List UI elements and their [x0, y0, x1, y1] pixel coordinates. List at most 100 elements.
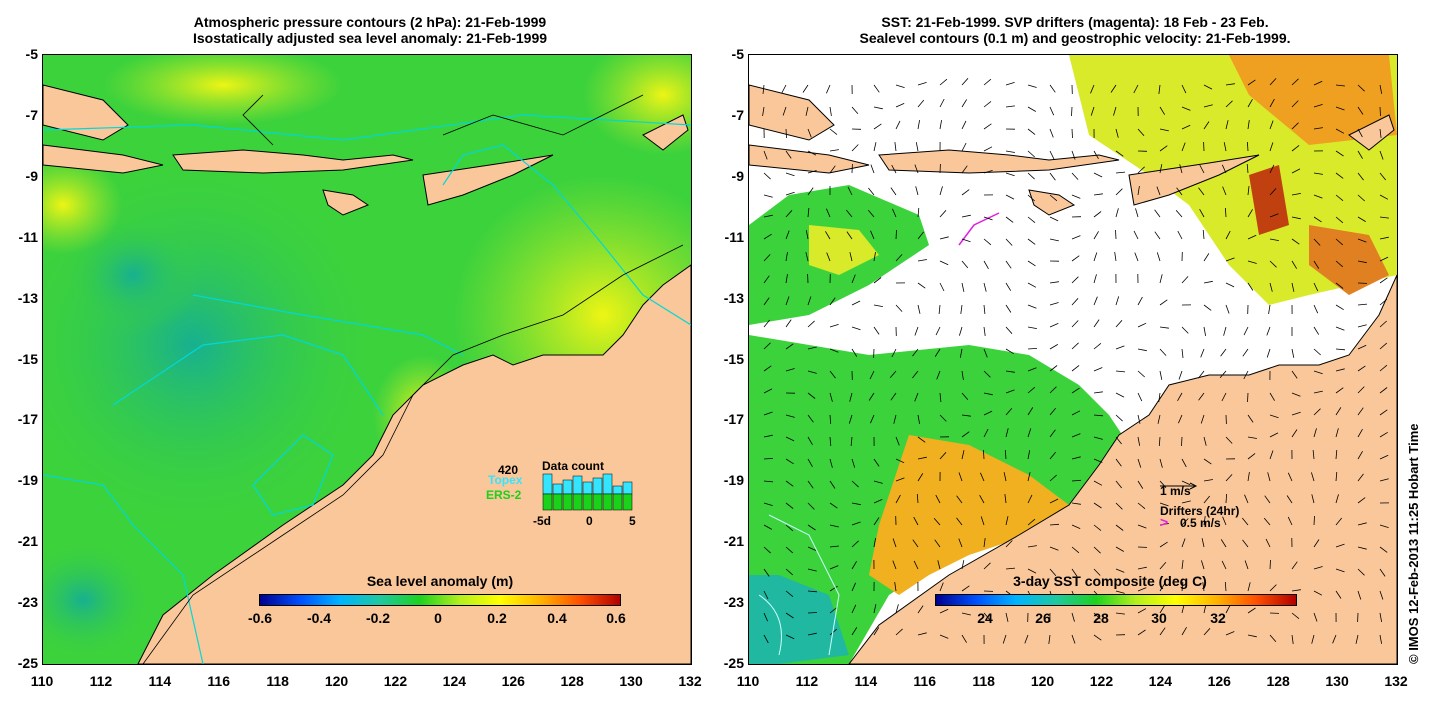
- velocity-arrow: [849, 392, 853, 402]
- velocity-arrow: [983, 410, 993, 416]
- velocity-arrow: [1024, 634, 1029, 644]
- velocity-arrow: [939, 414, 947, 422]
- velocity-arrow: [983, 282, 987, 292]
- velocity-arrow: [851, 480, 859, 488]
- velocity-arrow: [785, 524, 794, 532]
- velocity-arrow: [785, 414, 795, 418]
- velocity-arrow: [917, 632, 927, 636]
- velocity-arrow: [763, 568, 770, 577]
- velocity-arrow: [1335, 194, 1344, 202]
- velocity-arrow: [1005, 370, 1015, 373]
- velocity-arrow: [1203, 479, 1213, 482]
- velocity-arrow: [1357, 260, 1367, 264]
- velocity-scale-label: 1 m/s: [1160, 484, 1191, 498]
- left-cbar-tick-3: 0: [434, 610, 442, 626]
- velocity-arrow: [1313, 104, 1323, 108]
- velocity-arrow: [1203, 436, 1207, 446]
- velocity-arrow: [829, 480, 836, 489]
- velocity-arrow: [1247, 634, 1257, 638]
- velocity-arrow: [807, 296, 812, 306]
- velocity-arrow: [1242, 539, 1249, 548]
- velocity-arrow: [785, 343, 794, 350]
- velocity-arrow: [1049, 451, 1057, 460]
- right-cbar-tick-0: 24: [977, 610, 993, 626]
- velocity-arrow: [1335, 471, 1338, 482]
- velocity-arrow: [1379, 387, 1388, 394]
- x-tick-label: 112: [795, 673, 819, 689]
- velocity-arrow: [1049, 150, 1055, 160]
- velocity-arrow: [1291, 145, 1300, 152]
- velocity-arrow: [1225, 436, 1233, 444]
- velocity-arrow: [961, 142, 967, 152]
- velocity-arrow: [1027, 128, 1036, 135]
- velocity-arrow: [961, 99, 968, 108]
- velocity-arrow: [983, 348, 988, 358]
- velocity-arrow: [983, 170, 993, 174]
- data-count-tick-mid: 0: [586, 514, 593, 528]
- velocity-arrow: [1049, 216, 1059, 222]
- velocity-arrow: [1005, 516, 1009, 526]
- velocity-arrow: [1379, 256, 1389, 262]
- velocity-arrow: [1181, 581, 1184, 592]
- velocity-arrow: [1071, 410, 1081, 416]
- velocity-arrow: [895, 254, 903, 262]
- velocity-arrow: [807, 546, 817, 551]
- velocity-arrow: [1225, 304, 1230, 314]
- velocity-arrow: [1159, 605, 1166, 614]
- velocity-arrow: [895, 494, 901, 504]
- velocity-arrow: [1291, 612, 1300, 620]
- velocity-arrow: [1071, 456, 1081, 460]
- velocity-arrow: [892, 560, 897, 570]
- velocity-arrow: [1357, 216, 1366, 222]
- velocity-arrow: [1225, 631, 1235, 636]
- velocity-arrow: [1137, 296, 1143, 306]
- velocity-arrow: [1137, 524, 1147, 529]
- velocity-arrow: [960, 304, 963, 314]
- velocity-arrow: [1071, 634, 1076, 644]
- velocity-arrow: [980, 516, 985, 526]
- velocity-arrow: [1181, 458, 1187, 468]
- velocity-arrow: [961, 238, 971, 243]
- velocity-arrow: [983, 562, 991, 570]
- velocity-arrow: [1335, 494, 1339, 504]
- velocity-arrow: [1178, 370, 1183, 380]
- velocity-arrow: [1156, 252, 1161, 262]
- right-colorbar-title: 3-day SST composite (deg C): [1013, 573, 1207, 589]
- velocity-arrow: [1266, 348, 1271, 358]
- velocity-arrow: [1027, 472, 1031, 482]
- velocity-arrow: [1049, 106, 1055, 116]
- y-tick-label: -9: [25, 167, 38, 184]
- velocity-arrow: [870, 164, 875, 174]
- velocity-arrow: [1313, 515, 1315, 526]
- velocity-arrow: [1005, 540, 1013, 548]
- velocity-arrow: [1137, 166, 1145, 174]
- velocity-arrow: [1159, 458, 1163, 468]
- velocity-arrow: [851, 561, 857, 570]
- velocity-arrow: [961, 189, 970, 196]
- velocity-arrow: [873, 304, 883, 307]
- velocity-arrow: [1027, 106, 1036, 112]
- velocity-arrow: [1027, 172, 1035, 180]
- velocity-arrow: [1313, 260, 1320, 269]
- velocity-arrow: [1313, 348, 1321, 356]
- velocity-arrow: [958, 472, 963, 482]
- velocity-arrow: [1093, 391, 1103, 394]
- velocity-arrow: [1159, 145, 1168, 152]
- velocity-arrow: [1313, 370, 1323, 375]
- velocity-arrow: [1335, 387, 1344, 394]
- x-tick-label: 110: [736, 673, 760, 689]
- velocity-arrow: [1269, 559, 1271, 570]
- velocity-arrow: [1093, 458, 1103, 463]
- velocity-arrow: [1357, 473, 1364, 482]
- velocity-arrow: [1313, 428, 1317, 438]
- velocity-arrow: [763, 388, 773, 394]
- velocity-arrow: [829, 324, 839, 328]
- velocity-arrow: [1198, 392, 1205, 401]
- velocity-arrow: [1003, 472, 1007, 482]
- velocity-arrow: [914, 326, 919, 336]
- velocity-arrow: [1027, 194, 1035, 202]
- velocity-arrow: [1247, 120, 1250, 130]
- right-colorbar: [935, 594, 1297, 606]
- velocity-arrow: [1247, 79, 1256, 86]
- velocity-arrow: [867, 209, 875, 218]
